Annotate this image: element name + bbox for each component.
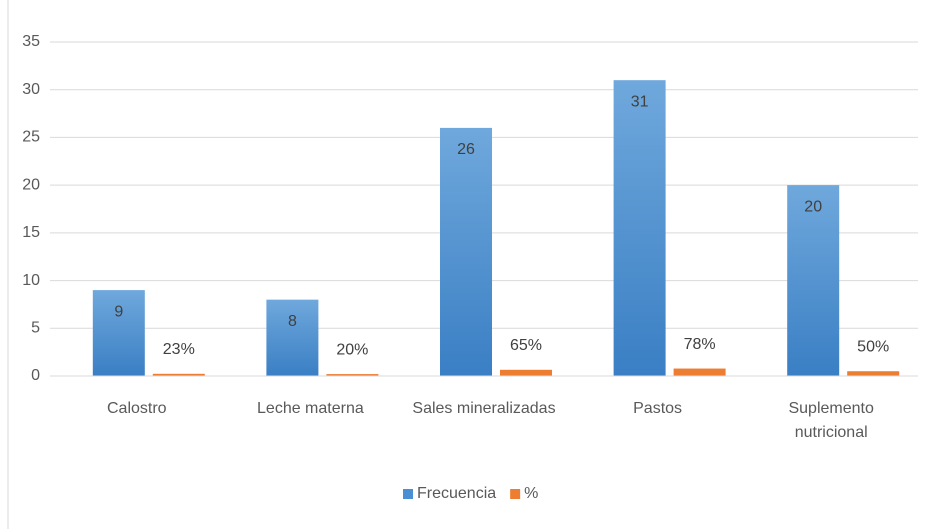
data-label: 65% (510, 337, 542, 354)
legend-swatch (403, 489, 413, 499)
x-tick-label: Leche materna (257, 400, 364, 417)
bar (613, 80, 666, 377)
data-label: 8 (288, 313, 297, 330)
y-tick-label: 30 (22, 81, 40, 98)
bar (152, 373, 205, 376)
y-tick-label: 15 (22, 224, 40, 241)
bar (673, 368, 726, 376)
legend-label: Frecuencia (417, 485, 496, 502)
y-tick-label: 5 (31, 320, 40, 337)
bar (440, 127, 492, 376)
x-tick-label: Calostro (107, 400, 167, 417)
data-label: 31 (631, 93, 649, 110)
y-tick-label: 25 (22, 129, 40, 146)
x-tick-label: Pastos (633, 400, 683, 417)
data-label: 20% (336, 341, 368, 358)
y-tick-label: 10 (22, 272, 40, 289)
legend-swatch (510, 489, 521, 499)
y-tick-label: 35 (22, 33, 40, 50)
x-tick-label: Sales mineralizadas (412, 400, 556, 417)
data-label: 26 (457, 141, 475, 158)
bar (326, 374, 379, 376)
data-label: 78% (684, 336, 716, 353)
data-label: 23% (163, 341, 195, 358)
data-label: 20 (804, 198, 822, 215)
bar (92, 290, 145, 376)
legend-label: % (524, 485, 538, 502)
bar (847, 371, 900, 376)
bar (266, 299, 319, 376)
x-tick-label: Suplemento nutricional (788, 400, 874, 441)
y-tick-label: 0 (31, 367, 40, 384)
data-label: 50% (857, 338, 889, 355)
y-tick-label: 20 (22, 176, 40, 193)
data-label: 9 (114, 303, 123, 320)
bar (500, 369, 552, 376)
bar (787, 185, 840, 376)
